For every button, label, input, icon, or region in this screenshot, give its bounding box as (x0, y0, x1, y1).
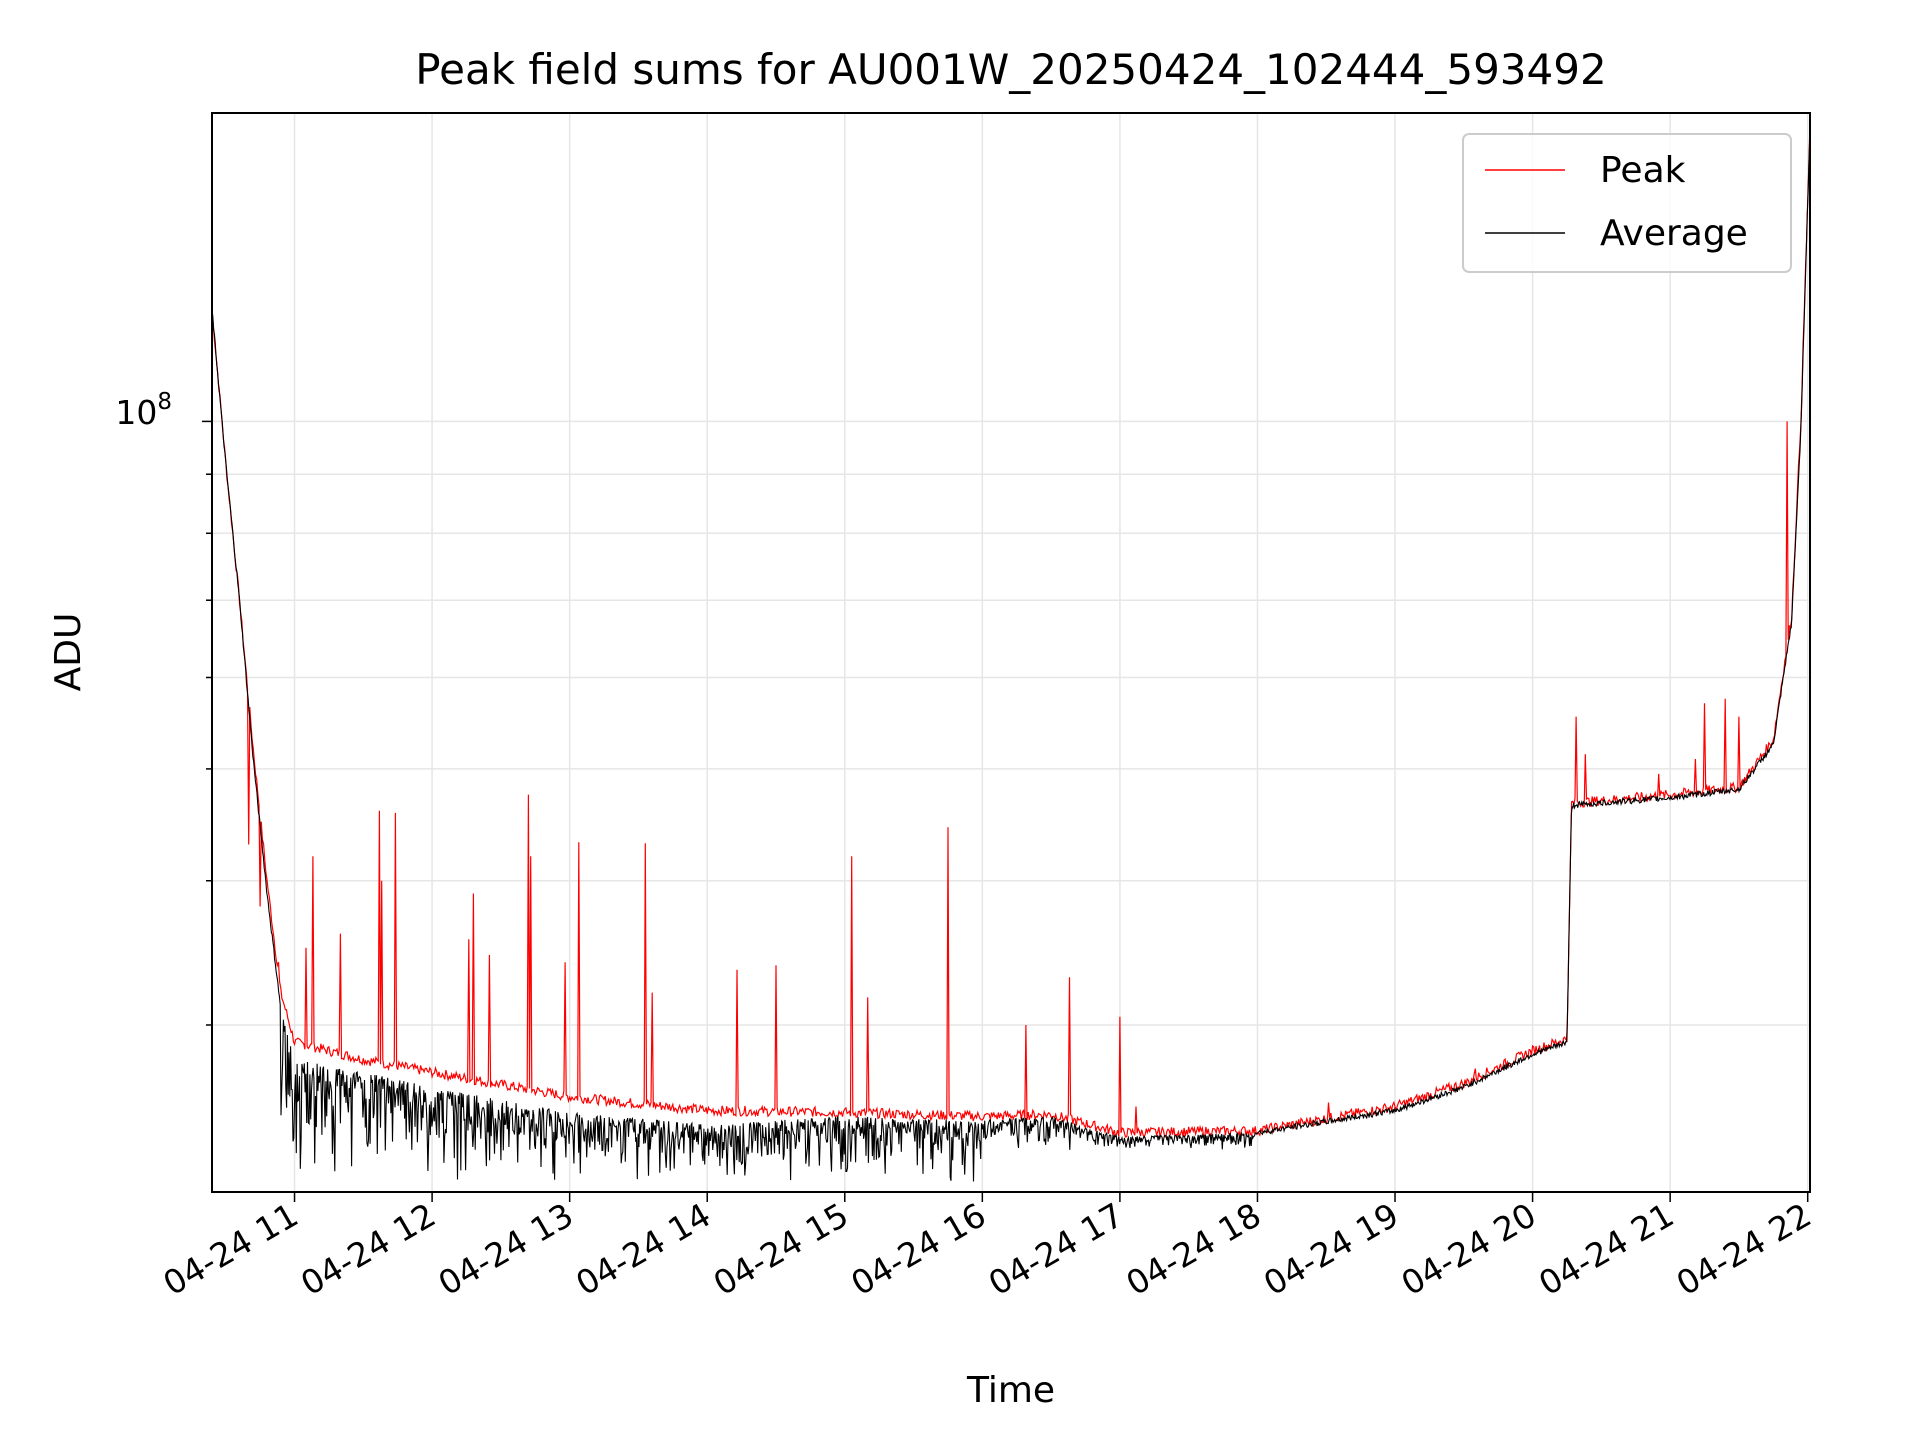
x-tick-label: 04-24 18 (1119, 1195, 1267, 1303)
series-line-average (211, 138, 1811, 1182)
series-line-peak (211, 122, 1811, 1139)
x-tick-label: 04-24 13 (432, 1195, 580, 1303)
chart-title: Peak field sums for AU001W_20250424_1024… (415, 45, 1606, 94)
x-tick-label: 04-24 11 (157, 1195, 305, 1303)
y-tick-label-1e8: 108 (115, 389, 172, 432)
x-tick-label: 04-24 16 (844, 1195, 992, 1303)
x-tick-label: 04-24 12 (294, 1195, 442, 1303)
legend-label-average: Average (1600, 213, 1748, 254)
y-tick-exponent: 8 (157, 389, 172, 415)
x-tick-label: 04-24 17 (982, 1195, 1130, 1303)
y-axis-label: ADU (48, 613, 89, 692)
x-tick-label: 04-24 22 (1670, 1195, 1818, 1303)
svg-text:108: 108 (115, 389, 172, 432)
x-tick-label: 04-24 15 (707, 1195, 855, 1303)
x-axis-label: Time (966, 1370, 1055, 1411)
legend: Peak Average (1462, 133, 1792, 273)
grid-layer (212, 113, 1810, 1192)
y-axis-ticks (202, 420, 212, 1026)
x-tick-label: 04-24 21 (1532, 1195, 1680, 1303)
x-tick-label: 04-24 14 (569, 1195, 717, 1303)
series-layer (211, 122, 1811, 1182)
legend-box (1462, 133, 1792, 273)
legend-label-peak: Peak (1600, 150, 1686, 191)
x-tick-label: 04-24 20 (1395, 1195, 1543, 1303)
x-tick-label: 04-24 19 (1257, 1195, 1405, 1303)
plot-frame (211, 112, 1811, 1193)
y-tick-base: 10 (115, 393, 157, 432)
